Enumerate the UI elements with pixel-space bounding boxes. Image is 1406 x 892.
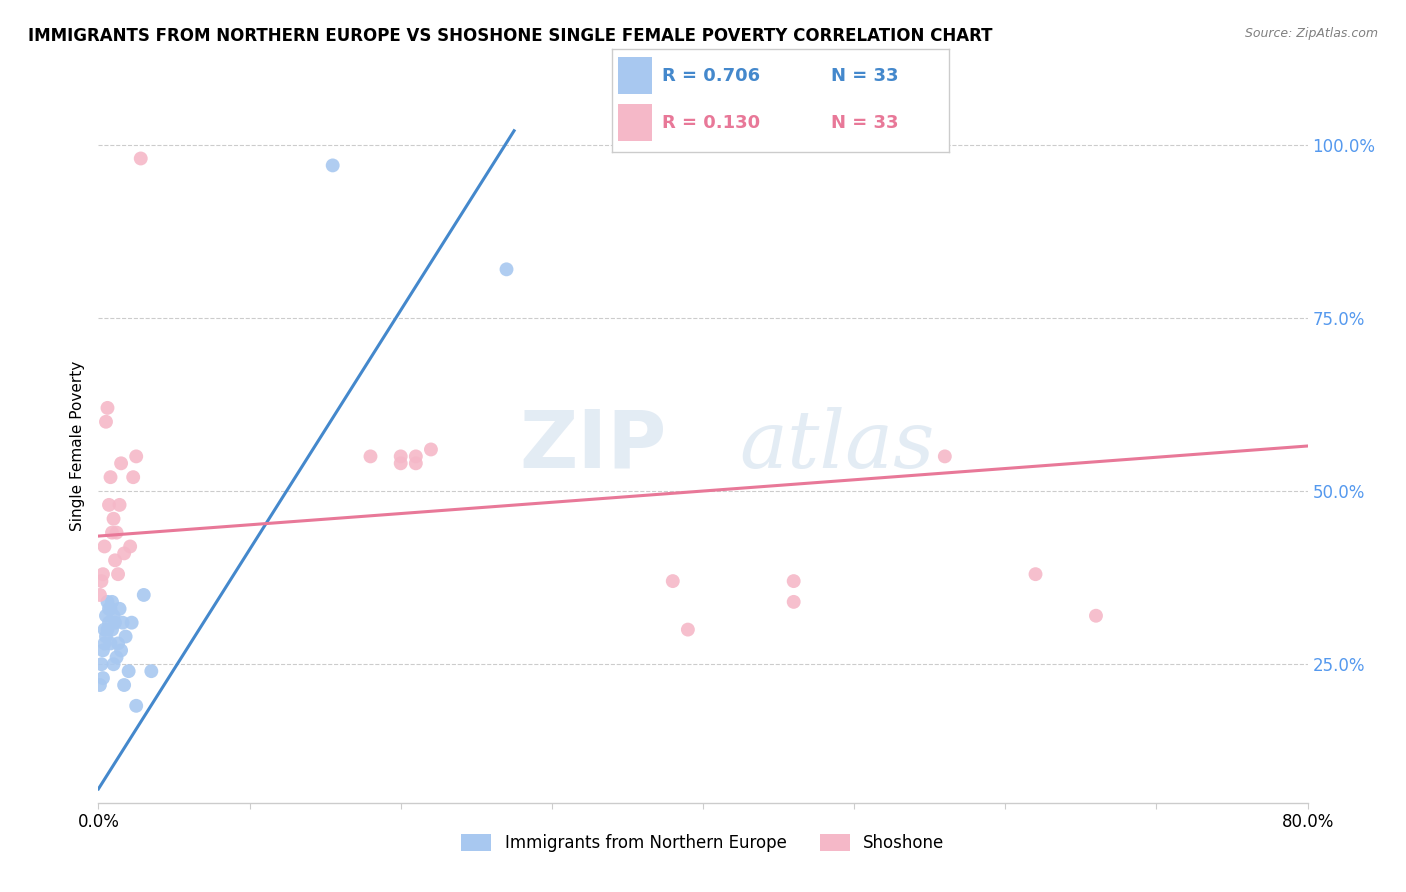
Point — [661, 574, 683, 588]
Point — [108, 498, 131, 512]
Point — [121, 615, 143, 630]
Point — [112, 678, 135, 692]
Text: R = 0.130: R = 0.130 — [662, 114, 761, 132]
Point — [107, 636, 129, 650]
Text: N = 33: N = 33 — [831, 114, 898, 132]
Point — [98, 615, 121, 630]
Text: ZIP: ZIP — [519, 407, 666, 485]
Point — [101, 623, 124, 637]
Point — [98, 498, 121, 512]
Point — [110, 643, 132, 657]
Point — [1085, 608, 1108, 623]
Point — [94, 630, 117, 644]
Point — [322, 158, 344, 172]
Point — [420, 442, 443, 457]
Point — [105, 650, 128, 665]
Point — [676, 623, 699, 637]
Point — [783, 595, 806, 609]
Point — [94, 608, 117, 623]
Point — [118, 664, 141, 678]
Point — [389, 450, 412, 464]
Text: N = 33: N = 33 — [831, 67, 898, 85]
Point — [129, 152, 152, 166]
Point — [90, 657, 112, 672]
Point — [93, 623, 115, 637]
Point — [111, 615, 134, 630]
Point — [91, 671, 114, 685]
Point — [100, 636, 122, 650]
Point — [389, 456, 412, 470]
Text: atlas: atlas — [740, 408, 935, 484]
Point — [96, 595, 118, 609]
Point — [100, 470, 122, 484]
Point — [98, 602, 121, 616]
Point — [96, 623, 118, 637]
Point — [1024, 567, 1046, 582]
Text: IMMIGRANTS FROM NORTHERN EUROPE VS SHOSHONE SINGLE FEMALE POVERTY CORRELATION CH: IMMIGRANTS FROM NORTHERN EUROPE VS SHOSH… — [28, 27, 993, 45]
Point — [103, 608, 125, 623]
Point — [93, 636, 115, 650]
Point — [101, 595, 124, 609]
Point — [105, 525, 128, 540]
Point — [934, 450, 956, 464]
Point — [112, 546, 135, 560]
Text: R = 0.706: R = 0.706 — [662, 67, 761, 85]
Point — [783, 574, 806, 588]
Point — [125, 698, 148, 713]
Point — [90, 574, 112, 588]
Point — [360, 450, 382, 464]
Point — [96, 401, 118, 415]
Point — [110, 456, 132, 470]
Point — [405, 456, 427, 470]
Y-axis label: Single Female Poverty: Single Female Poverty — [69, 361, 84, 531]
Text: Source: ZipAtlas.com: Source: ZipAtlas.com — [1244, 27, 1378, 40]
Point — [101, 525, 124, 540]
Point — [405, 450, 427, 464]
Point — [91, 567, 114, 582]
FancyBboxPatch shape — [619, 57, 652, 95]
Point — [107, 567, 129, 582]
Point — [91, 643, 114, 657]
Point — [122, 470, 145, 484]
Legend: Immigrants from Northern Europe, Shoshone: Immigrants from Northern Europe, Shoshon… — [454, 827, 952, 859]
Point — [104, 615, 127, 630]
Point — [89, 588, 111, 602]
Point — [108, 602, 131, 616]
Point — [94, 415, 117, 429]
Point — [100, 602, 122, 616]
Point — [93, 540, 115, 554]
Point — [120, 540, 142, 554]
Point — [103, 657, 125, 672]
Point — [114, 630, 136, 644]
Point — [125, 450, 148, 464]
Point — [89, 678, 111, 692]
Point — [103, 512, 125, 526]
Point — [141, 664, 163, 678]
Point — [132, 588, 155, 602]
Point — [104, 553, 127, 567]
FancyBboxPatch shape — [619, 104, 652, 141]
Point — [495, 262, 517, 277]
